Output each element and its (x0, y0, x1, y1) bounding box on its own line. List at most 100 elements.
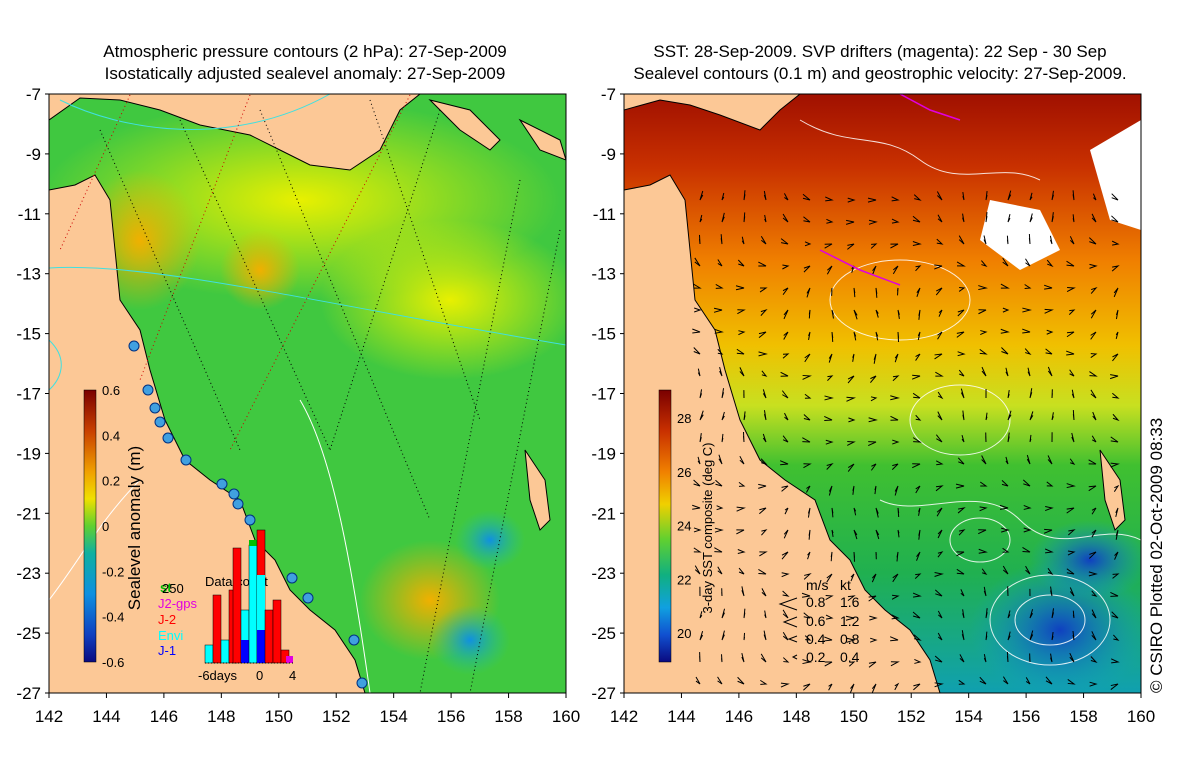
velocity-arrow (1090, 286, 1098, 294)
velocity-arrow (721, 411, 725, 421)
velocity-arrow (1090, 309, 1097, 319)
velocity-arrow (1111, 265, 1120, 272)
velocity-arrow (1112, 353, 1119, 362)
velocity-arrow (891, 463, 899, 470)
velocity-arrow (1007, 214, 1011, 223)
right_panel-xtick-label: 150 (840, 707, 868, 726)
velocity-arrow (693, 547, 702, 553)
velocity-arrow (978, 548, 988, 554)
velocity-arrow (979, 676, 987, 685)
velocity-arrow (1067, 529, 1076, 536)
sat-label-j2: J-2 (158, 612, 176, 627)
velocity-arrow (1066, 331, 1075, 338)
vel-row-3-ms: 0.2 (806, 649, 826, 665)
velocity-arrow (981, 568, 988, 575)
data-count-inset: Data count st 250 J2-gps J-2 Envi J-1 -6… (158, 529, 296, 683)
velocity-arrow (801, 592, 811, 598)
credit-text: © CSIRO Plotted 02-Oct-2009 08:33 (1147, 418, 1166, 693)
velocity-arrow (695, 676, 701, 685)
velocity-arrow (892, 573, 899, 583)
velocity-arrow (1110, 658, 1120, 664)
velocity-arrow (851, 265, 855, 273)
velocity-arrow (937, 529, 943, 539)
right-x-axis: 142 144 146 148 150 152 154 156 158 160 (610, 693, 1155, 726)
velocity-arrow (1111, 215, 1119, 223)
velocity-arrow (983, 654, 987, 663)
velocity-arrow (742, 432, 745, 443)
velocity-arrow (717, 259, 723, 267)
velocity-arrow (1069, 236, 1075, 245)
velocity-arrow (1045, 348, 1053, 355)
velocity-arrow (743, 608, 746, 619)
velocity-arrow (760, 308, 768, 316)
velocity-arrow (782, 213, 789, 223)
velocity-arrow (831, 507, 834, 518)
velocity-arrow (934, 264, 943, 270)
velocity-arrow (979, 348, 988, 355)
velocity-arrow (782, 435, 789, 443)
velocity-arrow (721, 608, 726, 619)
velocity-arrow (1066, 350, 1075, 356)
velocity-arrow (782, 631, 789, 641)
left_panel-xtick-label: 146 (150, 707, 178, 726)
right-y-axis: -7 -9 -11 -13 -15 -17 -19 -21 -23 -25 -27 (591, 85, 624, 703)
velocity-arrow (737, 549, 746, 555)
velocity-arrow (780, 682, 790, 688)
velocity-arrow (875, 287, 878, 298)
velocity-arrow (738, 481, 746, 487)
velocity-arrow (875, 529, 880, 540)
velocity-arrow (981, 455, 987, 465)
velocity-arrow (999, 504, 1009, 510)
velocity-arrow (737, 259, 745, 267)
vel-row-1-ms: 0.6 (806, 613, 826, 629)
velocity-arrow (912, 592, 922, 598)
right-map (624, 94, 1141, 693)
right_panel-ytick-label: -11 (593, 205, 616, 224)
velocity-arrow (1043, 284, 1053, 290)
velocity-arrow (1069, 652, 1075, 663)
velocity-arrow (847, 463, 855, 472)
velocity-arrow (937, 551, 944, 558)
velocity-arrow (1069, 587, 1075, 597)
right_panel-xtick-label: 158 (1069, 707, 1097, 726)
velocity-arrow (892, 439, 900, 445)
velocity-arrow (936, 238, 944, 245)
velocity-arrow (1029, 411, 1034, 421)
right_panel-xtick-label: 156 (1012, 707, 1040, 726)
left-colorbar-tick: 0 (102, 519, 109, 534)
velocity-arrow (891, 614, 900, 620)
velocity-arrow (1072, 190, 1075, 201)
left-map (49, 94, 566, 693)
velocity-arrow (1027, 367, 1031, 377)
velocity-arrow (897, 529, 900, 538)
velocity-arrow (934, 353, 943, 360)
velocity-arrow (985, 412, 988, 421)
velocity-arrow (1046, 481, 1054, 487)
velocity-arrow (721, 388, 725, 399)
velocity-arrow (956, 261, 966, 267)
velocity-arrow (720, 234, 723, 245)
left_panel-xtick-label: 158 (494, 707, 522, 726)
velocity-arrow (716, 505, 724, 511)
velocity-arrow (890, 243, 899, 249)
velocity-arrow (1044, 506, 1054, 512)
velocity-arrow (764, 214, 767, 223)
velocity-arrow (846, 637, 856, 643)
velocity-arrow (981, 366, 987, 377)
left_panel-ytick-label: -9 (26, 145, 41, 164)
velocity-arrow (803, 683, 811, 691)
velocity-arrow (912, 463, 921, 469)
data-count-xlabel-end: 4 (289, 668, 296, 683)
velocity-arrow (1046, 259, 1054, 268)
velocity-arrow (1089, 551, 1097, 559)
velocity-arrow (847, 197, 856, 203)
left-colorbar-tick: 0.6 (102, 383, 120, 398)
velocity-arrow (698, 234, 701, 245)
velocity-arrow (831, 309, 834, 319)
right_panel-ytick-label: -7 (601, 85, 616, 104)
vel-row-0-ms: 0.8 (806, 594, 826, 610)
velocity-arrow (1111, 240, 1120, 246)
velocity-arrow (1089, 681, 1098, 687)
velocity-arrow (1090, 389, 1097, 399)
velocity-arrow (1028, 233, 1031, 245)
